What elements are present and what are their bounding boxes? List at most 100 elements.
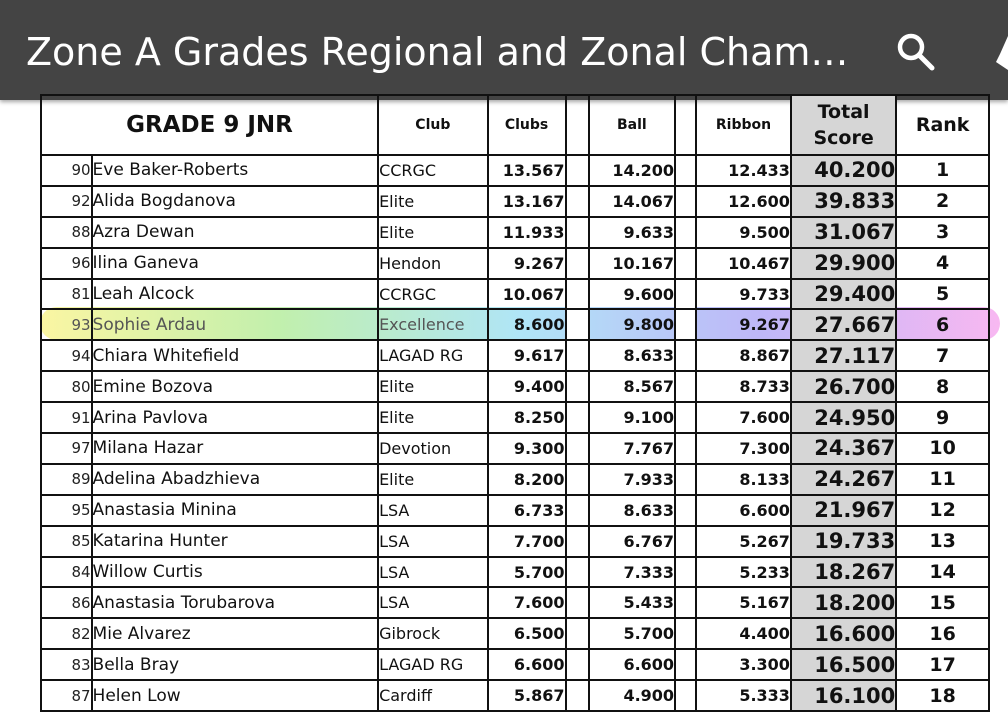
ribbon-score: 8.133 [695,462,792,496]
rank-value: 11 [895,462,990,496]
total-score: 16.600 [789,617,898,651]
spacer-cell [674,586,698,620]
spacer-cell [674,215,698,249]
spacer-cell [564,308,590,342]
spacer-cell [674,370,698,404]
club-name: CCRGC [377,154,489,187]
competitor-number: 97 [40,432,93,465]
table-row: 89 Adelina Abadzhieva Elite 8.200 7.933 8.133… [40,462,990,496]
ribbon-score: 10.467 [695,246,792,280]
results-sheet: GRADE 9 JNR Club Clubs Ball Ribbon Total… [39,94,1000,714]
clubs-score: 6.733 [486,493,567,527]
ribbon-score: 5.167 [695,586,792,620]
competitor-number: 81 [40,277,93,311]
col-header-club: Club [377,94,489,156]
header-row: GRADE 9 JNR Club Clubs Ball Ribbon Total… [39,94,990,156]
gymnast-name: Chiara Whitefield [90,339,380,373]
col-header-clubs: Clubs [486,94,567,156]
rank-value: 17 [895,648,990,682]
spacer-cell [564,184,590,218]
total-header-line1: Total [817,101,870,123]
spacer-cell [674,648,698,682]
table-row: 91 Arina Pavlova Elite 8.250 9.100 7.600 24.95… [40,401,990,435]
gymnast-name: Azra Dewan [90,215,380,249]
rank-value: 1 [895,154,990,187]
ball-score: 5.700 [587,617,677,651]
rank-value: 8 [895,370,990,404]
ribbon-score: 12.600 [695,184,792,218]
total-score: 24.950 [789,401,898,435]
spacer-cell [674,432,698,465]
gymnast-name: Eve Baker-Roberts [90,154,380,187]
rank-value: 14 [895,555,990,589]
ball-score: 7.933 [587,462,677,496]
club-name: Hendon [377,246,489,280]
spacer-cell [674,339,698,373]
clubs-score: 9.267 [486,246,567,280]
total-score: 31.067 [789,215,898,249]
rank-value: 10 [895,432,990,465]
clubs-score: 5.867 [486,679,567,713]
spacer-cell [674,308,698,342]
club-name: Devotion [377,432,489,465]
col-header-ball: Ball [587,94,677,156]
competitor-number: 94 [40,339,93,373]
app-bar: Zone A Grades Regional and Zonal Cham… [0,0,1008,100]
club-name: Elite [377,184,489,218]
ribbon-score: 12.433 [695,154,792,187]
grade-heading: GRADE 9 JNR [39,94,380,156]
ribbon-score: 6.600 [695,493,792,527]
club-name: LSA [377,524,489,558]
ribbon-score: 7.300 [695,432,792,465]
total-score: 24.367 [789,432,898,465]
club-name: LSA [377,555,489,589]
ribbon-score: 9.500 [695,215,792,249]
competitor-number: 88 [40,215,93,249]
gymnast-name: Anastasia Minina [90,493,380,527]
competitor-number: 83 [40,648,93,682]
table-row: 90 Eve Baker-Roberts CCRGC 13.567 14.200 12.4… [40,154,990,187]
ball-score: 9.600 [587,277,677,311]
clubs-score: 6.600 [486,648,567,682]
rank-value: 7 [895,339,990,373]
gymnast-name: Mie Alvarez [90,617,380,651]
search-icon[interactable] [894,30,938,74]
spacer-cell [674,555,698,589]
club-name: Elite [377,215,489,249]
total-score: 29.900 [789,246,898,280]
competitor-number: 91 [40,401,93,435]
gymnast-name: Willow Curtis [90,555,380,589]
table-row: 80 Emine Bozova Elite 9.400 8.567 8.733 26.700… [40,370,990,404]
ball-score: 8.633 [587,493,677,527]
ball-score: 7.333 [587,555,677,589]
ball-score: 9.100 [587,401,677,435]
clubs-score: 8.600 [486,308,567,342]
ball-score: 9.800 [587,308,677,342]
spacer-cell [674,184,698,218]
rank-value: 6 [895,308,990,342]
ball-score: 5.433 [587,586,677,620]
rank-value: 18 [895,679,990,713]
clubs-score: 11.933 [486,215,567,249]
table-row: 95 Anastasia Minina LSA 6.733 8.633 6.600 21.9… [40,493,990,527]
table-row: 83 Bella Bray LAGAD RG 6.600 6.600 3.300 16.50… [40,648,990,682]
gymnast-name: Leah Alcock [90,277,380,311]
table-row: 85 Katarina Hunter LSA 7.700 6.767 5.267 19.73… [40,524,990,558]
club-name: Gibrock [377,617,489,651]
more-icon[interactable] [990,36,1008,70]
table-row: 81 Leah Alcock CCRGC 10.067 9.600 9.733 29.400… [40,277,990,311]
spacer-cell [564,679,590,713]
ball-score: 6.600 [587,648,677,682]
table-row: 97 Milana Hazar Devotion 9.300 7.767 7.300 24.… [40,432,990,465]
rank-value: 4 [895,246,990,280]
spacer-cell [564,493,590,527]
competitor-number: 93 [40,308,93,342]
gymnast-name: Milana Hazar [90,432,380,465]
competitor-number: 90 [40,154,93,187]
spacer-cell [674,277,698,311]
competitor-number: 86 [40,586,93,620]
clubs-score: 9.300 [486,432,567,465]
results-table: GRADE 9 JNR Club Clubs Ball Ribbon Total… [39,94,990,713]
rank-value: 12 [895,493,990,527]
ribbon-score: 5.267 [695,524,792,558]
